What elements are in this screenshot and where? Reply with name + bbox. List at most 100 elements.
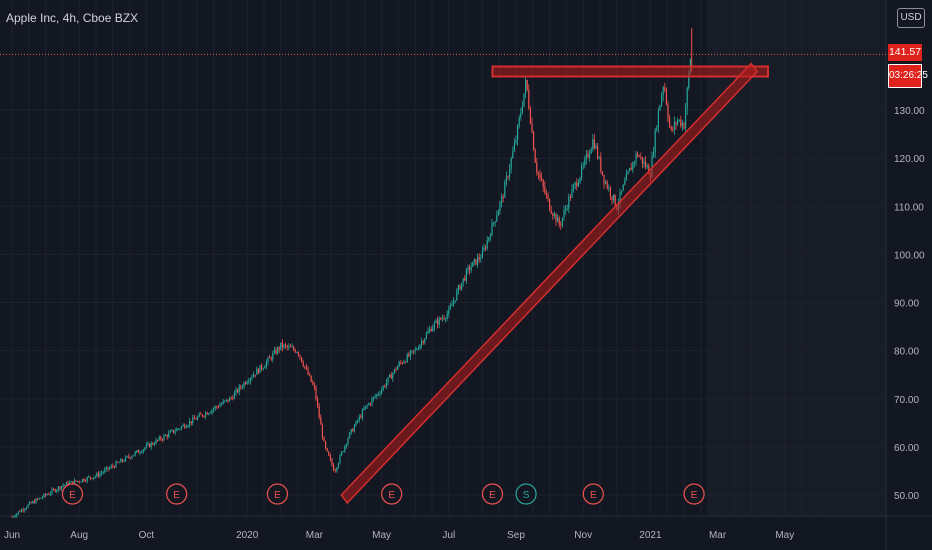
candle-body xyxy=(273,349,275,354)
candle-body xyxy=(277,347,279,354)
candle-body xyxy=(62,485,64,487)
candle-body xyxy=(614,194,616,206)
candle-body xyxy=(225,399,227,401)
candle-body xyxy=(331,459,333,465)
candle-body xyxy=(507,176,509,178)
candle-body xyxy=(581,166,583,178)
candle-body xyxy=(349,432,351,439)
candle-body xyxy=(329,455,331,460)
candle-body xyxy=(573,185,575,190)
candle-body xyxy=(264,366,266,369)
candle-body xyxy=(203,416,205,418)
candle-body xyxy=(369,403,371,405)
event-marker xyxy=(683,483,705,505)
candle-body xyxy=(265,361,267,367)
candle-body xyxy=(597,146,599,158)
currency-button[interactable]: USD xyxy=(897,8,925,28)
x-tick-label: Mar xyxy=(709,530,727,541)
candle-body xyxy=(685,108,687,129)
candle-body xyxy=(315,387,317,400)
candle-body xyxy=(309,374,311,376)
candle-body xyxy=(85,480,87,482)
candle-body xyxy=(323,437,325,442)
candle-body xyxy=(25,507,27,510)
candle-body xyxy=(253,374,255,378)
candle-body xyxy=(110,465,112,468)
candle-body xyxy=(493,222,495,224)
candle-body xyxy=(333,464,335,471)
candle-body xyxy=(368,403,370,406)
candle-body xyxy=(289,346,291,348)
candle-body xyxy=(405,361,407,363)
candle-body xyxy=(595,146,597,149)
candle-body xyxy=(155,439,157,445)
candle-body xyxy=(437,320,439,325)
event-marker xyxy=(266,483,289,505)
candle-body xyxy=(579,177,581,183)
candle-body xyxy=(272,353,274,360)
candle-body xyxy=(398,362,400,367)
candle-body xyxy=(123,461,125,462)
candle-body xyxy=(101,472,103,474)
candle-body xyxy=(224,400,226,402)
candle-body xyxy=(619,192,621,204)
candle-body xyxy=(395,369,397,370)
candle-body xyxy=(296,352,298,353)
candle-body xyxy=(91,478,93,479)
candle-body xyxy=(197,416,199,420)
candle-body xyxy=(561,217,563,226)
candle-body xyxy=(608,187,610,189)
candle-body xyxy=(216,406,218,408)
candle-body xyxy=(502,196,504,198)
candle-body xyxy=(182,424,184,427)
candle-body xyxy=(141,452,143,453)
candle-body xyxy=(185,426,187,428)
candle-body xyxy=(654,130,656,153)
candle-body xyxy=(574,182,576,186)
candle-body xyxy=(341,451,343,456)
candle-body xyxy=(59,486,61,489)
candle-body xyxy=(94,476,96,478)
candle-body xyxy=(40,497,42,499)
candle-body xyxy=(254,374,256,376)
candle-body xyxy=(648,165,650,175)
candle-body xyxy=(176,428,178,432)
x-tick-label: Mar xyxy=(306,530,324,541)
candle-body xyxy=(432,327,434,332)
candle-body xyxy=(462,278,464,283)
chart-title: Apple Inc, 4h, Cboe BZX xyxy=(6,11,139,25)
y-tick-label: 80.00 xyxy=(894,347,919,358)
candle-body xyxy=(78,481,80,482)
candle-body xyxy=(32,501,34,504)
candle-body xyxy=(342,451,344,453)
candle-body xyxy=(571,189,573,198)
candle-body xyxy=(61,486,63,489)
candle-body xyxy=(565,208,567,211)
candle-body xyxy=(229,397,231,402)
candle-body xyxy=(168,432,170,437)
candle-body xyxy=(177,428,179,430)
candle-body xyxy=(291,347,293,348)
x-tick-label: Aug xyxy=(70,530,88,541)
candle-body xyxy=(275,349,277,354)
candle-body xyxy=(422,341,424,343)
candle-body xyxy=(80,481,82,483)
candle-body xyxy=(286,345,288,348)
candle-body xyxy=(517,125,519,141)
candle-body xyxy=(97,473,99,477)
candle-body xyxy=(390,374,392,379)
candle-body xyxy=(153,444,155,445)
candle-body xyxy=(518,117,520,126)
candle-body xyxy=(246,382,248,384)
event-marker xyxy=(381,483,403,505)
candle-body xyxy=(627,171,629,175)
candle-body xyxy=(118,462,120,464)
candle-body xyxy=(339,455,341,464)
candle-body xyxy=(473,259,475,262)
candle-body xyxy=(147,443,149,445)
candle-body xyxy=(600,157,602,172)
candle-body xyxy=(99,473,101,477)
candle-body xyxy=(310,375,312,382)
candle-body xyxy=(93,477,95,479)
